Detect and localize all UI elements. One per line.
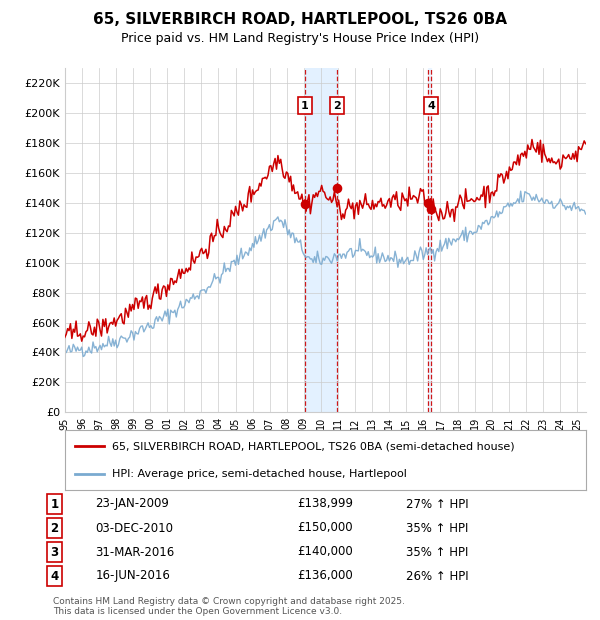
Text: 4: 4: [427, 100, 435, 110]
Text: 27% ↑ HPI: 27% ↑ HPI: [406, 497, 469, 510]
Text: £138,999: £138,999: [297, 497, 353, 510]
Text: 31-MAR-2016: 31-MAR-2016: [95, 546, 175, 559]
Text: 26% ↑ HPI: 26% ↑ HPI: [406, 570, 469, 583]
Text: 3: 3: [50, 546, 58, 559]
Text: 16-JUN-2016: 16-JUN-2016: [95, 570, 170, 583]
Text: 4: 4: [50, 570, 59, 583]
Text: Contains HM Land Registry data © Crown copyright and database right 2025.
This d: Contains HM Land Registry data © Crown c…: [53, 596, 404, 616]
Text: 65, SILVERBIRCH ROAD, HARTLEPOOL, TS26 0BA: 65, SILVERBIRCH ROAD, HARTLEPOOL, TS26 0…: [93, 12, 507, 27]
Text: 35% ↑ HPI: 35% ↑ HPI: [406, 546, 468, 559]
Text: 2: 2: [50, 521, 58, 534]
Text: Price paid vs. HM Land Registry's House Price Index (HPI): Price paid vs. HM Land Registry's House …: [121, 32, 479, 45]
Text: 1: 1: [50, 497, 58, 510]
Text: £136,000: £136,000: [297, 570, 353, 583]
Text: 1: 1: [301, 100, 309, 110]
Point: [423, 198, 433, 208]
Text: £150,000: £150,000: [297, 521, 352, 534]
Text: £140,000: £140,000: [297, 546, 353, 559]
Text: 03-DEC-2010: 03-DEC-2010: [95, 521, 173, 534]
Point: [427, 204, 436, 214]
Bar: [305, 68, 337, 412]
Text: 35% ↑ HPI: 35% ↑ HPI: [406, 521, 468, 534]
Text: 2: 2: [333, 100, 341, 110]
Bar: [428, 68, 431, 412]
Text: 23-JAN-2009: 23-JAN-2009: [95, 497, 169, 510]
Text: HPI: Average price, semi-detached house, Hartlepool: HPI: Average price, semi-detached house,…: [112, 469, 407, 479]
Point: [300, 200, 310, 210]
Point: [332, 183, 341, 193]
Text: 65, SILVERBIRCH ROAD, HARTLEPOOL, TS26 0BA (semi-detached house): 65, SILVERBIRCH ROAD, HARTLEPOOL, TS26 0…: [112, 441, 514, 451]
